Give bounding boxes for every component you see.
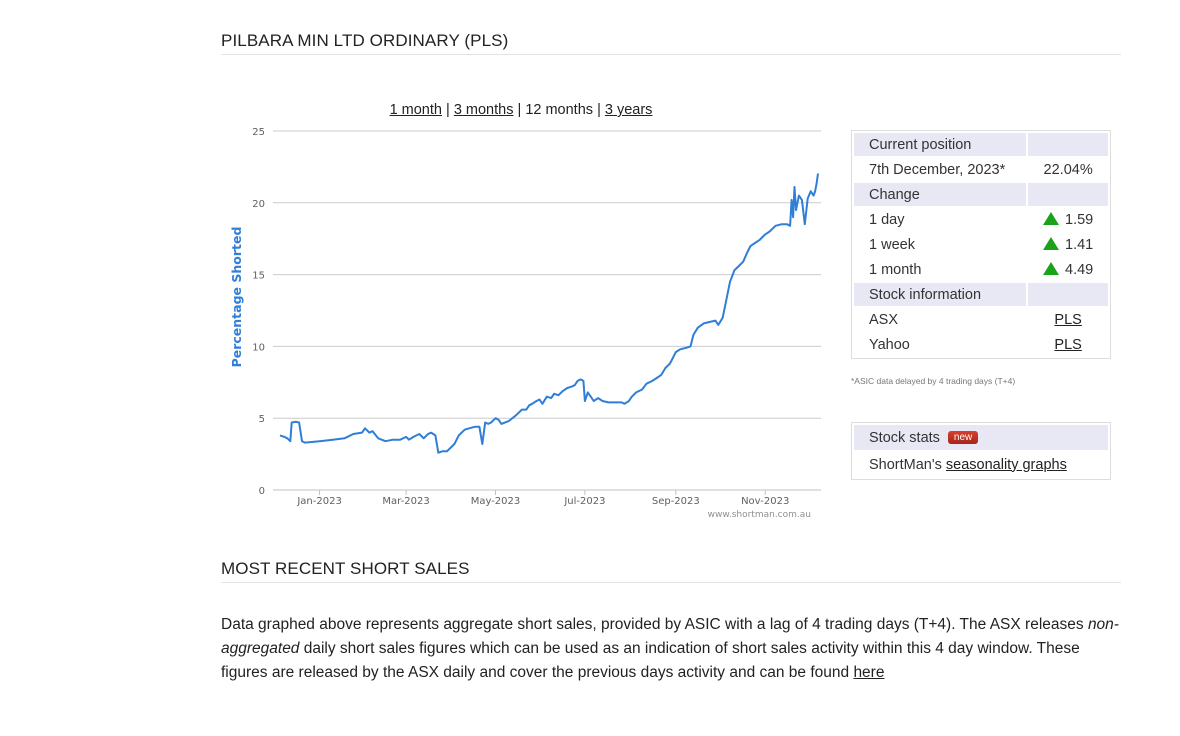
asx-link[interactable]: PLS xyxy=(1054,311,1082,328)
page-title: PILBARA MIN LTD ORDINARY (PLS) xyxy=(221,31,1121,55)
stock-stats-header: Stock stats new xyxy=(854,425,1108,450)
range-12-months-selected: 12 months xyxy=(525,102,594,118)
position-table: Current position 7th December, 2023* 22.… xyxy=(851,130,1111,359)
y-tick-label: 20 xyxy=(252,199,265,210)
range-1-month-link[interactable]: 1 month xyxy=(389,102,442,118)
asic-footnote: *ASIC data delayed by 4 trading days (T+… xyxy=(851,376,1016,386)
chart-credit[interactable]: www.shortman.com.au xyxy=(708,510,811,520)
separator: | xyxy=(597,102,601,118)
change-1-day-label: 1 day xyxy=(869,211,905,228)
seasonality-graphs-link[interactable]: seasonality graphs xyxy=(945,456,1067,473)
up-arrow-icon xyxy=(1043,261,1059,275)
asx-label: ASX xyxy=(869,311,899,328)
description-paragraph: Data graphed above represents aggregate … xyxy=(221,616,1119,681)
x-tick-label: Mar-2023 xyxy=(382,496,429,507)
change-1-week-value: 1.41 xyxy=(1028,233,1108,256)
x-tick-label: Jan-2023 xyxy=(296,496,341,507)
range-3-months-link[interactable]: 3 months xyxy=(453,102,514,118)
header-spacer xyxy=(1028,283,1108,306)
short-position-chart: 0 5 10 15 20 25 Jan-2023 Mar-2023 May-2023 Jul-2… xyxy=(229,127,821,520)
header-spacer xyxy=(1028,133,1108,156)
x-tick-labels: Jan-2023 Mar-2023 May-2023 Jul-2023 Sep-2023… xyxy=(296,490,789,507)
stock-info-header: Stock information xyxy=(854,283,1027,306)
x-tick-label: Nov-2023 xyxy=(741,496,789,507)
range-selector: 1 month | 3 months | 12 months | 3 years xyxy=(221,102,821,118)
y-tick-labels: 0 5 10 15 20 25 xyxy=(252,127,265,497)
chart-grid xyxy=(273,130,821,491)
change-header: Change xyxy=(854,183,1027,206)
change-1-month-value: 4.49 xyxy=(1028,258,1108,281)
current-position-header: Current position xyxy=(854,133,1027,156)
stock-stats-box: Stock stats new ShortMan's seasonality gr… xyxy=(851,422,1111,480)
y-tick-label: 0 xyxy=(259,486,265,497)
x-tick-label: Jul-2023 xyxy=(563,496,605,507)
section-title-recent-short-sales: MOST RECENT SHORT SALES xyxy=(221,559,1121,583)
change-1-day-value: 1.59 xyxy=(1028,208,1108,231)
yahoo-label: Yahoo xyxy=(869,336,910,353)
current-position-value: 22.04% xyxy=(1043,161,1093,178)
series-line xyxy=(279,173,819,454)
x-tick-label: Sep-2023 xyxy=(652,496,700,507)
yahoo-link[interactable]: PLS xyxy=(1054,336,1082,353)
y-tick-label: 25 xyxy=(252,127,265,138)
seasonality-row: ShortMan's seasonality graphs xyxy=(869,456,1067,473)
change-1-week-label: 1 week xyxy=(869,236,915,253)
x-tick-label: May-2023 xyxy=(471,496,521,507)
header-spacer xyxy=(1028,183,1108,206)
new-badge: new xyxy=(947,430,979,444)
position-date: 7th December, 2023* xyxy=(869,161,1006,178)
y-tick-label: 15 xyxy=(252,271,265,282)
separator: | xyxy=(446,102,450,118)
change-1-month-label: 1 month xyxy=(869,261,922,278)
up-arrow-icon xyxy=(1043,211,1059,225)
y-axis-label: Percentage Shorted xyxy=(229,227,244,368)
here-link[interactable]: here xyxy=(853,664,885,681)
up-arrow-icon xyxy=(1043,236,1059,250)
y-tick-label: 10 xyxy=(252,342,265,353)
range-3-years-link[interactable]: 3 years xyxy=(604,102,653,118)
y-tick-label: 5 xyxy=(259,414,265,425)
separator: | xyxy=(517,102,522,118)
